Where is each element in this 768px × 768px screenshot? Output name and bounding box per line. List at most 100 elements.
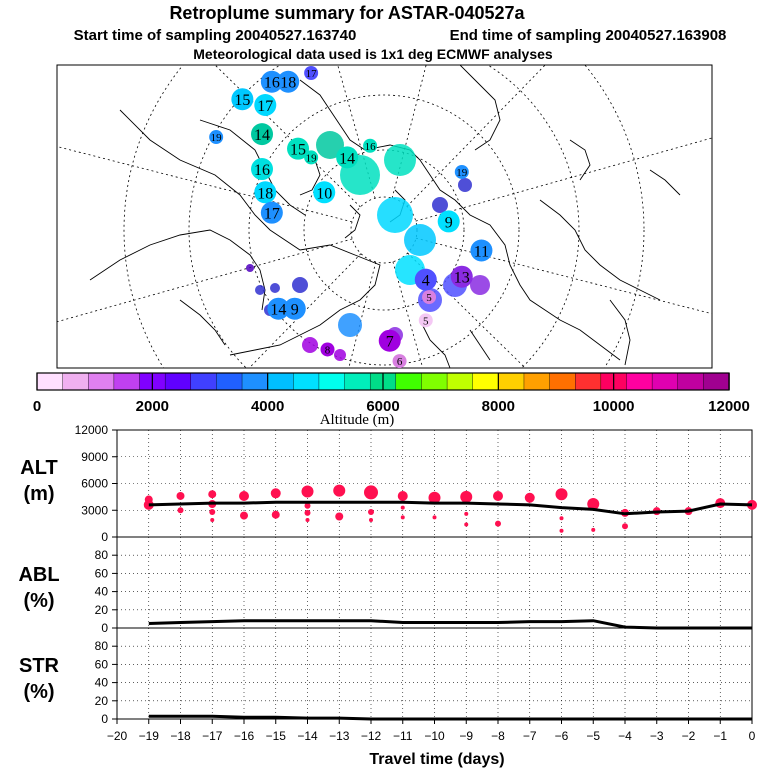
y-axis-label: ABL <box>18 564 59 586</box>
plume-blob <box>470 275 490 295</box>
met-data-label: Meteorological data used is 1x1 deg ECMW… <box>193 46 553 62</box>
altitude-point <box>400 515 405 520</box>
altitude-point <box>559 516 564 521</box>
altitude-point <box>305 518 310 523</box>
plume-blob <box>392 354 407 368</box>
altitude-point <box>555 488 568 501</box>
altitude-point <box>239 490 249 501</box>
plume-label: 17 <box>306 68 318 80</box>
plume-blob <box>302 337 318 353</box>
series-line-str <box>148 714 752 721</box>
plume-blob <box>246 264 254 272</box>
plume-blob <box>260 70 283 93</box>
y-axis-unit: (m) <box>23 483 54 505</box>
plume-label: 4 <box>422 273 430 290</box>
x-tick-label: −17 <box>202 729 223 743</box>
altitude-point <box>271 510 280 519</box>
x-tick-label: −6 <box>555 729 569 743</box>
y-tick-label: 40 <box>95 676 109 690</box>
altitude-point <box>559 528 564 533</box>
plume-blob <box>209 130 224 145</box>
end-time-label: End time of sampling 20040527.163908 <box>450 27 727 44</box>
plume-blob <box>231 88 254 111</box>
altitude-point <box>209 509 216 516</box>
plume-blob <box>338 313 362 337</box>
plume-markers <box>209 66 493 368</box>
plume-blob <box>254 181 277 204</box>
plume-label: 9 <box>445 214 453 231</box>
plume-blob <box>437 210 460 233</box>
colorbar-cell <box>446 372 474 391</box>
colorbar-cell <box>88 372 115 391</box>
y-tick-label: 20 <box>95 694 109 708</box>
plume-blob <box>458 178 472 192</box>
colorbar-cell <box>626 372 653 391</box>
panel-abl: 0 20 40 60 80 ABL (%) <box>18 536 753 635</box>
colorbar-cell <box>36 372 64 391</box>
plume-blob <box>283 297 306 320</box>
plume-blob <box>320 342 335 357</box>
plume-blob <box>287 137 310 160</box>
x-tick-label: −14 <box>297 729 318 743</box>
colorbar-tick-label: 6000 <box>366 398 399 415</box>
x-tick-label: −16 <box>234 729 255 743</box>
plume-blob <box>432 197 448 213</box>
plume-blob <box>304 66 319 80</box>
colorbar-cell <box>498 372 525 391</box>
colorbar-tick-label: 8000 <box>482 398 515 415</box>
plume-label: 19 <box>306 152 318 164</box>
y-tick-label: 60 <box>95 657 109 671</box>
start-time-label: Start time of sampling 20040527.163740 <box>74 27 357 44</box>
plume-blob <box>363 138 378 153</box>
plume-blob <box>304 150 319 165</box>
coastlines <box>89 65 681 368</box>
altitude-point <box>622 523 628 530</box>
plume-label: 17 <box>257 98 273 115</box>
altitude-point <box>397 490 408 501</box>
x-tick-label: −4 <box>618 729 632 743</box>
plume-label: 19 <box>456 167 468 179</box>
altitude-point <box>335 512 344 521</box>
plume-label: 16 <box>365 141 377 153</box>
altitude-point <box>304 502 311 509</box>
plume-blob <box>414 268 437 291</box>
series-line-alt <box>148 500 753 516</box>
colorbar-cell <box>523 372 551 391</box>
altitude-point <box>210 518 215 523</box>
plume-label: 14 <box>270 302 286 319</box>
altitude-point <box>301 485 314 498</box>
x-tick-label: −5 <box>586 729 600 743</box>
altitude-point <box>208 490 217 499</box>
colorbar-cell <box>293 372 320 391</box>
x-tick-label: −7 <box>523 729 537 743</box>
altitude-point <box>524 492 535 503</box>
colorbar-cell <box>318 372 346 391</box>
colorbar-tick-label: 0 <box>33 398 41 415</box>
colorbar-tick-label: 4000 <box>251 398 284 415</box>
plume-label: 9 <box>291 302 299 319</box>
plume-label: 13 <box>454 270 470 287</box>
plume-label: 11 <box>474 244 489 261</box>
y-tick-label: 0 <box>101 712 108 726</box>
altitude-colorbar: 0 2000 4000 6000 8000 10000 12000 Altitude (m) <box>33 372 750 428</box>
plume-blob <box>267 297 290 320</box>
altitude-point <box>240 511 248 520</box>
altitude-point <box>368 509 374 516</box>
x-tick-label: −18 <box>170 729 191 743</box>
altitude-point <box>464 511 469 516</box>
plume-blob <box>255 285 265 295</box>
plume-blob <box>404 224 436 256</box>
y-tick-label: 3000 <box>81 503 108 517</box>
plume-label: 15 <box>234 92 250 109</box>
x-tick-label: −20 <box>107 729 128 743</box>
plume-blob <box>377 197 413 233</box>
panel-str: 0 20 40 60 80 STR (%) <box>19 627 753 726</box>
x-tick-label: −10 <box>424 729 445 743</box>
altitude-point <box>304 509 311 516</box>
altitude-point <box>176 491 185 500</box>
altitude-point <box>493 490 503 501</box>
colorbar-tick-label: 12000 <box>708 398 750 415</box>
plume-blob <box>334 349 346 361</box>
